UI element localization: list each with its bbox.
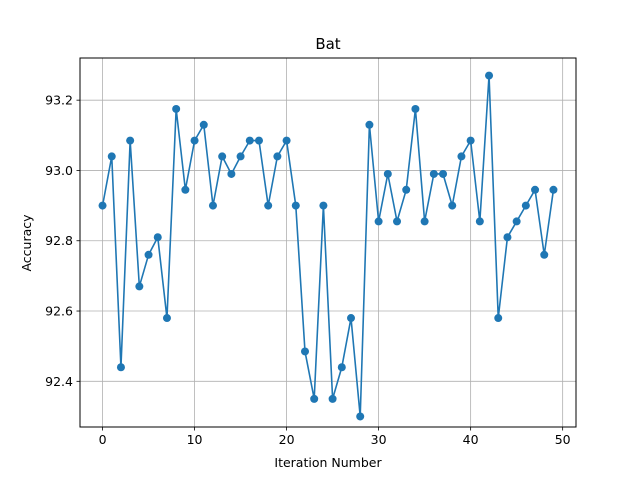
data-point — [411, 104, 420, 113]
data-point — [264, 201, 273, 210]
x-tick-label: 10 — [187, 432, 203, 447]
data-point — [172, 104, 181, 113]
x-tick-label: 30 — [371, 432, 387, 447]
data-point — [153, 233, 162, 242]
chart-title: Bat — [315, 35, 340, 53]
data-point — [319, 201, 328, 210]
data-point — [144, 250, 153, 259]
data-point — [291, 201, 300, 210]
data-point — [429, 169, 438, 178]
data-point — [126, 136, 135, 145]
data-point — [181, 185, 190, 194]
data-point — [116, 363, 125, 372]
data-point — [466, 136, 475, 145]
x-axis-label: Iteration Number — [274, 455, 382, 470]
y-tick-label: 92.4 — [45, 374, 73, 389]
data-point — [393, 217, 402, 226]
data-point — [199, 120, 208, 129]
data-point — [402, 185, 411, 194]
data-point — [365, 120, 374, 129]
y-tick-label: 92.8 — [45, 233, 73, 248]
data-point — [254, 136, 263, 145]
data-point — [328, 394, 337, 403]
data-point — [236, 152, 245, 161]
data-point — [512, 217, 521, 226]
data-point — [337, 363, 346, 372]
data-point — [420, 217, 429, 226]
data-point — [208, 201, 217, 210]
data-point — [521, 201, 530, 210]
data-point — [383, 169, 392, 178]
data-point — [107, 152, 116, 161]
data-point — [245, 136, 254, 145]
data-point — [549, 185, 558, 194]
data-point — [531, 185, 540, 194]
y-axis-label: Accuracy — [19, 214, 34, 272]
x-tick-label: 40 — [463, 432, 479, 447]
data-point — [98, 201, 107, 210]
series-line — [101, 74, 555, 418]
plot-frame — [79, 57, 577, 428]
data-point — [374, 217, 383, 226]
data-point — [475, 217, 484, 226]
data-point — [503, 233, 512, 242]
data-point — [540, 250, 549, 259]
series-group — [98, 71, 558, 421]
data-point — [457, 152, 466, 161]
x-tick-label: 0 — [99, 432, 107, 447]
data-point — [162, 314, 171, 323]
data-point — [218, 152, 227, 161]
data-point — [135, 282, 144, 291]
data-point — [448, 201, 457, 210]
x-axis: 0 10 20 30 40 50 — [99, 427, 571, 447]
data-point — [494, 314, 503, 323]
data-point — [347, 314, 356, 323]
data-point — [356, 412, 365, 421]
data-point — [310, 394, 319, 403]
data-point — [227, 169, 236, 178]
y-tick-label: 92.6 — [45, 304, 73, 319]
data-point — [282, 136, 291, 145]
x-tick-label: 50 — [555, 432, 571, 447]
data-point — [190, 136, 199, 145]
data-point — [485, 71, 494, 80]
data-point — [439, 169, 448, 178]
y-axis: 92.4 92.6 92.8 93.0 93.2 — [45, 93, 80, 389]
data-point — [273, 152, 282, 161]
data-point — [300, 347, 309, 356]
y-tick-label: 93.0 — [45, 163, 73, 178]
x-tick-label: 20 — [279, 432, 295, 447]
y-tick-label: 93.2 — [45, 93, 73, 108]
